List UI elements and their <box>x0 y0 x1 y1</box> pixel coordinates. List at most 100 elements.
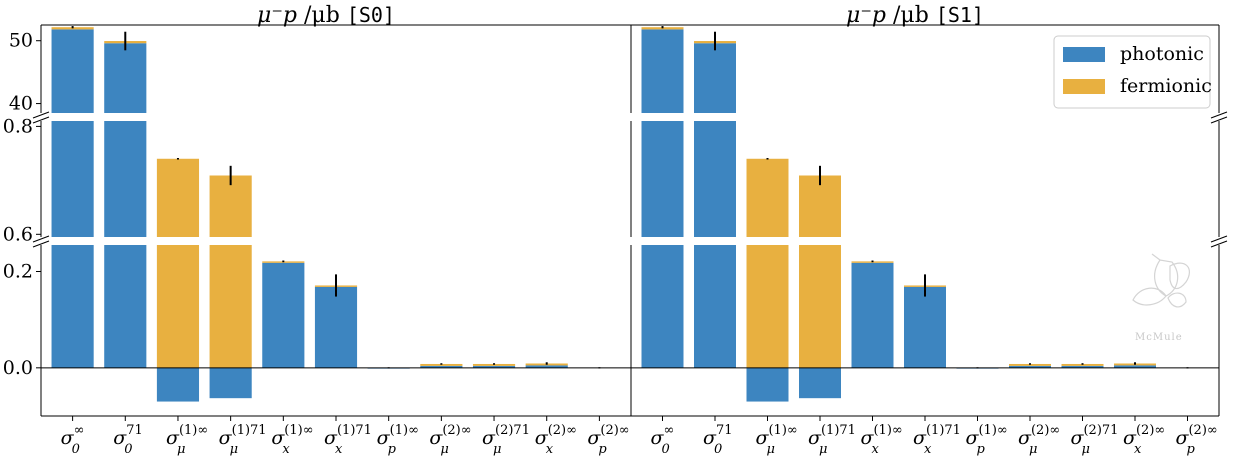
x-tick-label: σ(1)71 μ <box>219 423 267 457</box>
label-base: σ <box>429 427 443 449</box>
watermark-body <box>1167 292 1187 308</box>
x-tick-label: σ(1)∞ p <box>966 423 1008 457</box>
x-tick-label: σ(2)∞ μ <box>429 423 471 457</box>
label-sub: μ <box>1029 442 1037 457</box>
x-tick-label: σ(2)∞ x <box>535 423 577 457</box>
watermark-antenna <box>1151 253 1161 261</box>
bar-photonic <box>904 286 946 368</box>
label-sup: (1)∞ <box>284 423 313 438</box>
bar-fermionic <box>799 245 841 368</box>
y-tick-label: 50 <box>9 30 33 52</box>
x-tick-label: σ∞ 0 <box>651 423 675 457</box>
label-sup: ∞ <box>74 423 85 438</box>
axis-break-mark <box>1210 235 1228 243</box>
y-tick-label: 0.0 <box>3 357 33 379</box>
panel-title: μ⁻p /μb [S0] <box>257 3 395 28</box>
title-unit: /μb <box>304 3 347 28</box>
bar-fermionic <box>799 175 841 237</box>
segment-1: 0.6 0.8 <box>3 115 632 245</box>
bar-fermionic <box>1061 363 1104 366</box>
watermark-body <box>1132 287 1167 306</box>
watermark-wing <box>1169 262 1190 290</box>
bars-group <box>51 26 147 113</box>
label-sup: (2)∞ <box>1031 423 1060 438</box>
x-tick-label: σ71 0 <box>703 423 733 457</box>
title-tag: [S1] <box>936 3 984 27</box>
label-sup: (2)∞ <box>442 423 471 438</box>
watermark-wing <box>1154 259 1179 297</box>
label-sup: ∞ <box>663 423 674 438</box>
x-tick-label: σ(2)∞ μ <box>1018 423 1060 457</box>
label-sub: p <box>598 442 607 457</box>
label-base: σ <box>1018 427 1032 449</box>
legend-label-fermionic: fermionic <box>1120 75 1212 97</box>
y-tick-label: 0.8 <box>3 115 33 137</box>
label-sup: (2)∞ <box>1136 423 1165 438</box>
axis-break-mark <box>1210 116 1228 124</box>
label-sup: (1)∞ <box>768 423 797 438</box>
axis-break-mark <box>1210 111 1228 119</box>
label-sub: μ <box>440 442 448 457</box>
bar-photonic <box>799 367 841 399</box>
bar-photonic <box>1061 365 1104 368</box>
title-tag: [S0] <box>347 3 395 27</box>
label-sup: (1)71 <box>337 423 372 438</box>
label-sup: (2)∞ <box>600 423 629 438</box>
label-base: σ <box>113 427 127 449</box>
label-base: σ <box>861 427 875 449</box>
segment-2: 0.0 0.2 <box>3 245 632 417</box>
y-tick-label: 40 <box>9 93 33 115</box>
x-tick-label: σ(2)71 μ <box>1071 423 1119 457</box>
bar-photonic <box>525 365 568 368</box>
segment-0 <box>630 24 1220 113</box>
label-sup: 71 <box>126 423 143 438</box>
bar-fermionic <box>1009 363 1051 366</box>
segment-2 <box>630 245 1220 417</box>
label-sup: 71 <box>716 423 733 438</box>
label-sup: (1)71 <box>926 423 961 438</box>
label-base: σ <box>703 427 717 449</box>
bars-group <box>641 245 1189 402</box>
label-sub: 0 <box>714 442 722 457</box>
label-sub: p <box>1187 442 1196 457</box>
label-sub: μ <box>1082 442 1090 457</box>
watermark-text: McMule <box>1135 332 1183 343</box>
x-tick-label: σ71 0 <box>113 423 143 457</box>
label-sup: (2)71 <box>495 423 530 438</box>
x-tick-label: σ(1)∞ p <box>377 423 419 457</box>
label-sup: (1)∞ <box>390 423 419 438</box>
label-base: σ <box>535 427 549 449</box>
bar-photonic <box>746 367 789 402</box>
label-sup: (1)∞ <box>873 423 902 438</box>
label-base: σ <box>966 427 980 449</box>
axis-break-mark <box>32 240 50 248</box>
segment-0: 40 50 <box>9 24 632 115</box>
label-sup: (1)71 <box>821 423 856 438</box>
label-base: σ <box>808 427 822 449</box>
x-tick-label: σ(1)71 x <box>324 423 372 457</box>
label-base: σ <box>1071 427 1085 449</box>
label-base: σ <box>482 427 496 449</box>
x-tick-label: σ(1)71 μ <box>808 423 856 457</box>
label-base: σ <box>913 427 927 449</box>
bar-photonic <box>262 262 305 368</box>
label-sub: 0 <box>72 442 80 457</box>
bar-fermionic <box>156 245 200 368</box>
x-tick-label: σ(1)∞ x <box>861 423 903 457</box>
label-sup: (1)∞ <box>978 423 1007 438</box>
bar-fermionic <box>209 245 252 368</box>
label-base: σ <box>166 427 180 449</box>
label-base: σ <box>219 427 233 449</box>
bar-photonic <box>1009 365 1051 368</box>
x-tick-label: σ(2)∞ x <box>1123 423 1165 457</box>
bar-fermionic <box>156 158 200 237</box>
title-math: μ⁻p <box>846 3 893 28</box>
label-sub: p <box>388 442 397 457</box>
axis-break-mark <box>32 116 50 124</box>
bar-fermionic <box>472 363 516 366</box>
x-tick-label: σ(2)∞ p <box>1176 423 1218 457</box>
label-sub: μ <box>767 442 775 457</box>
